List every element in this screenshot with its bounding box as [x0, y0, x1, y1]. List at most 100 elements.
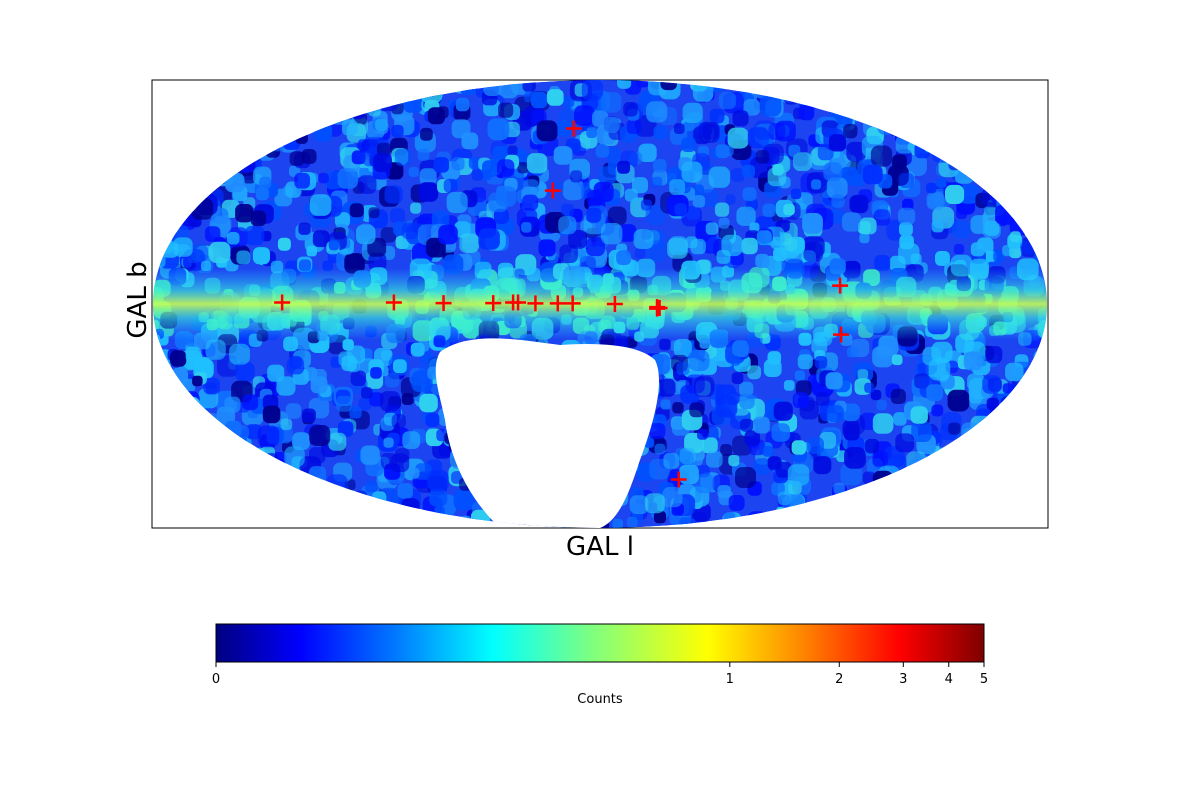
map-tile	[681, 161, 703, 183]
map-tile	[391, 124, 404, 138]
map-tile	[190, 244, 208, 262]
map-tile	[411, 370, 433, 393]
map-tile	[893, 412, 907, 426]
map-tile	[334, 212, 350, 228]
map-tile	[828, 134, 847, 152]
map-tile	[425, 413, 440, 427]
map-tile	[383, 437, 394, 448]
map-tile	[471, 169, 484, 181]
map-tile	[706, 451, 723, 468]
map-tile	[735, 467, 756, 488]
map-tile	[755, 150, 770, 164]
colorbar-label: Counts	[577, 692, 623, 707]
map-tile	[953, 244, 965, 255]
map-tile	[702, 123, 719, 140]
map-tile	[714, 202, 730, 217]
source-marker	[565, 120, 582, 137]
map-tile	[814, 356, 828, 369]
map-tile	[368, 252, 387, 271]
map-tile	[700, 189, 719, 208]
map-tile	[603, 117, 620, 133]
map-tile	[558, 216, 577, 235]
map-tile	[267, 364, 285, 382]
map-tile	[891, 354, 903, 366]
map-tile	[728, 495, 745, 511]
map-tile	[969, 390, 983, 404]
map-tile	[289, 355, 302, 369]
map-tile	[298, 222, 311, 235]
map-tile	[468, 156, 482, 170]
map-tile	[673, 338, 692, 357]
map-tile	[245, 225, 265, 246]
map-tile	[393, 359, 407, 374]
map-tile	[390, 208, 406, 224]
map-tile	[723, 146, 734, 157]
map-tile	[802, 213, 823, 234]
map-tile	[910, 253, 922, 265]
map-tile	[842, 212, 862, 232]
map-tile	[669, 179, 686, 195]
map-tile	[384, 185, 403, 204]
source-marker	[670, 471, 687, 488]
map-tile	[926, 384, 944, 402]
map-tile	[864, 382, 875, 393]
map-tile	[358, 397, 372, 411]
map-tile	[252, 247, 270, 265]
map-tile	[783, 203, 795, 216]
colorbar-gradient	[215, 623, 985, 663]
source-markers	[274, 120, 850, 488]
map-tile	[790, 188, 802, 200]
map-tile	[336, 395, 353, 412]
map-tile	[899, 234, 914, 250]
map-tile	[668, 236, 688, 256]
map-tile	[250, 210, 267, 227]
map-tile	[536, 120, 558, 142]
map-tile	[205, 339, 226, 360]
map-tile	[408, 467, 420, 479]
map-tile	[762, 203, 776, 217]
map-tile	[982, 375, 1001, 394]
map-tile	[873, 209, 891, 226]
map-tile	[606, 147, 621, 162]
map-tile	[653, 511, 667, 524]
map-tile	[720, 444, 733, 456]
map-tile	[1020, 240, 1035, 255]
map-tile	[702, 437, 718, 454]
map-tile	[419, 168, 437, 186]
map-tile	[902, 198, 914, 211]
map-tile	[338, 351, 354, 367]
map-tile	[859, 233, 870, 244]
map-tile	[699, 338, 710, 349]
map-tile	[427, 107, 445, 125]
map-tile	[984, 205, 996, 218]
colorbar-tick-label: 0	[212, 672, 220, 687]
map-tile	[617, 80, 632, 89]
map-tile	[911, 421, 932, 442]
map-tile	[301, 149, 317, 164]
map-tile	[553, 146, 573, 165]
map-tile	[985, 346, 1003, 364]
map-tile	[570, 170, 583, 183]
map-tile	[375, 118, 388, 131]
map-tile	[695, 474, 715, 494]
map-tile	[773, 247, 787, 262]
map-tile	[862, 471, 876, 485]
map-tile	[742, 187, 757, 202]
map-tile	[747, 365, 762, 380]
map-tile	[562, 179, 584, 201]
map-tile	[709, 108, 725, 124]
map-tile	[280, 418, 293, 431]
map-tile	[554, 120, 571, 137]
map-tile	[461, 132, 479, 150]
map-tile	[312, 230, 330, 248]
map-tile	[803, 242, 824, 262]
map-tile	[753, 416, 770, 434]
map-tile	[736, 206, 756, 226]
map-tile	[889, 255, 906, 272]
map-tile	[617, 160, 631, 174]
map-tile	[192, 375, 203, 387]
map-tile	[754, 120, 775, 140]
source-marker	[510, 294, 527, 311]
map-tile	[843, 424, 860, 441]
map-tile	[236, 250, 251, 265]
